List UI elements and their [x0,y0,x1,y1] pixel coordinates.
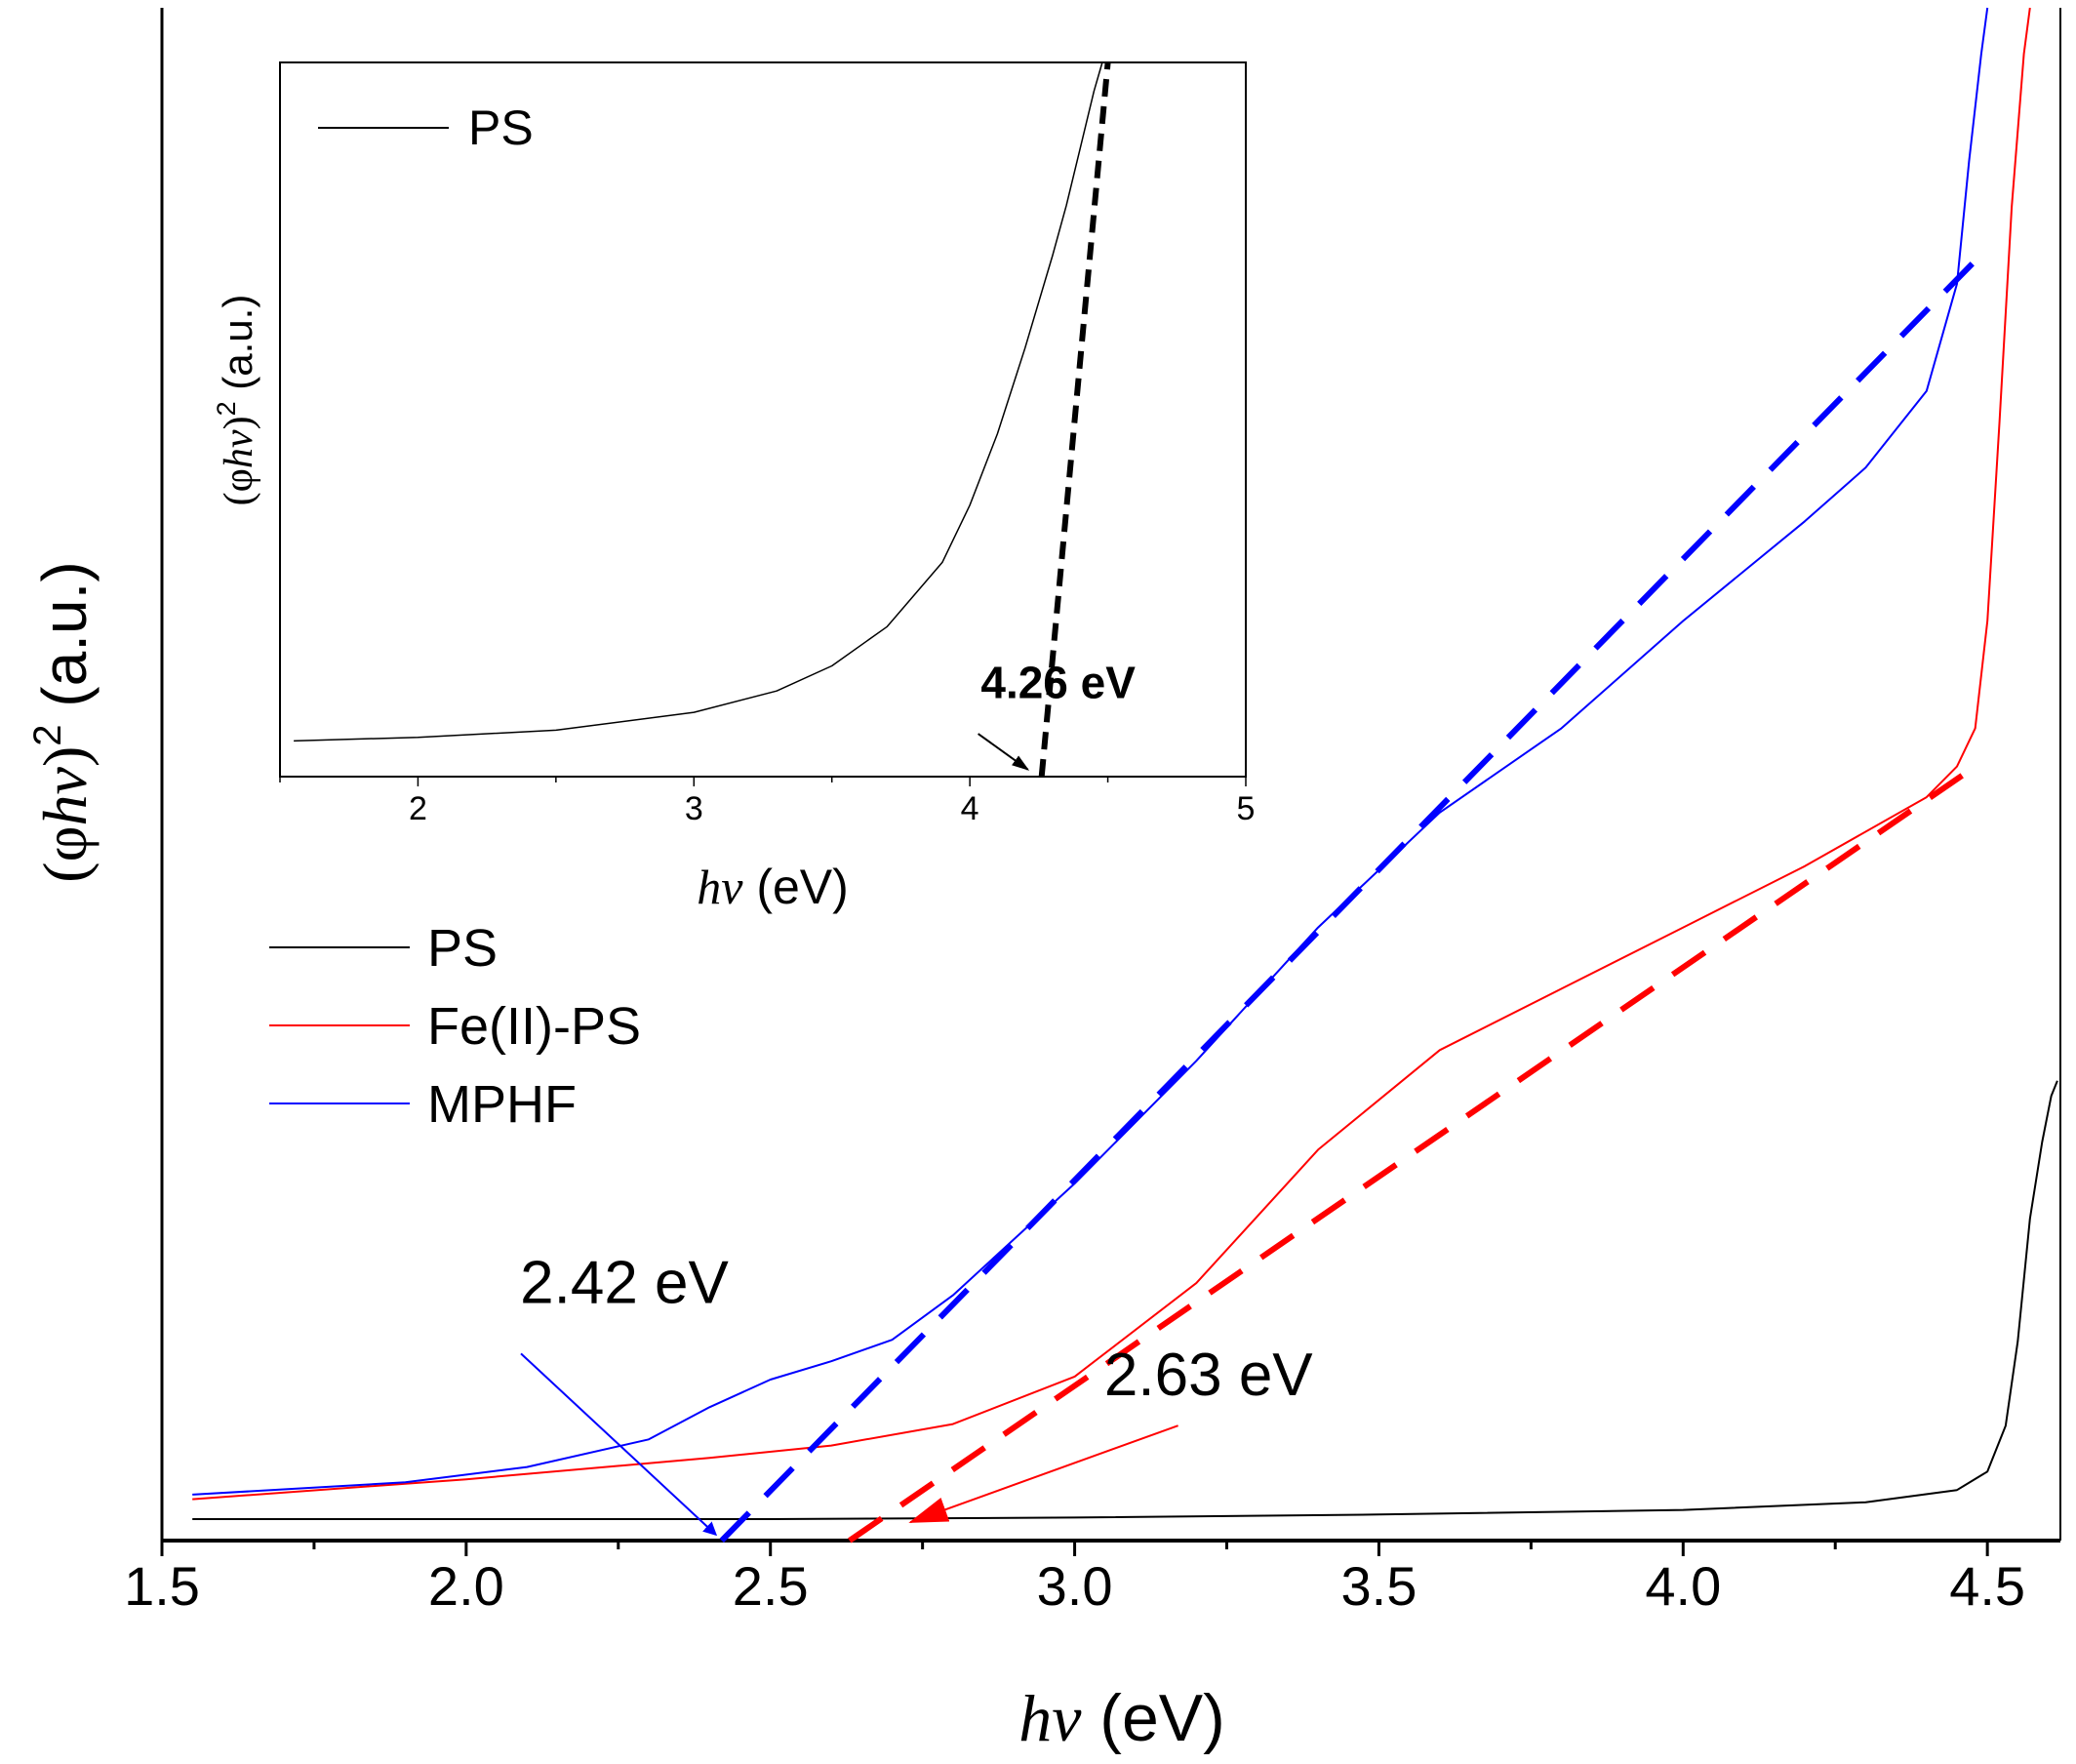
x-tick-label: 2 [409,790,427,827]
main-y-label-italic: hν [30,766,100,825]
x-tick-label: 4.0 [1645,1555,1721,1617]
main-x-label-italic: hν [1018,1681,1082,1755]
legend-label-fe-ps: Fe(II)-PS [427,997,641,1056]
annotation-label: 2.63 eV [1104,1342,1313,1409]
fit-line-000000 [1038,61,1111,778]
x-tick-label: 3.0 [1037,1555,1113,1617]
inset-y-label-sup: 2 [212,401,241,416]
annotation-arrow [978,733,1030,771]
inset-legend-label-ps: PS [468,100,534,155]
annotation-arrow [908,1424,1178,1524]
inset-x-axis-label: hν (eV) [697,860,849,914]
main-legend: PS Fe(II)-PS MPHF [269,919,641,1134]
inset-x-label-rest: (eV) [742,860,848,914]
inset-legend: PS [318,100,534,155]
inset-frame [279,61,1247,778]
inset-y-label-post: ) [217,416,261,429]
main-y-label-pre: (φ [30,825,100,882]
annotation-label: 4.26 eV [980,657,1136,707]
main-x-ticks: 1.5 2.0 2.5 3.0 3.5 4.0 4.5 [124,1541,2025,1617]
x-tick-label: 4 [961,790,979,827]
main-plot: 1.5 2.0 2.5 3.0 3.5 4.0 4.5 2.42 eV 2.63 eV hν … [26,7,2061,1755]
x-tick-label: 3.5 [1341,1555,1417,1617]
main-y-label-post: ) [30,746,100,767]
inset-x-label-italic: hν [697,860,743,914]
main-y-label-sup: 2 [26,724,69,745]
main-x-axis-label: hν (eV) [1018,1681,1225,1755]
main-series [192,7,2058,1544]
inset-y-label-rest: (a.u.) [215,295,260,402]
series-line-fe-ii-ps [192,7,2031,1501]
main-x-label-rest: (eV) [1081,1681,1224,1755]
annotation-arrow [520,1352,718,1537]
inset-annotations: 4.26 eV [978,657,1136,771]
annotation-label: 2.42 eV [520,1249,729,1316]
inset-y-label-italic: hν [217,429,261,468]
series-line-ps [294,61,1103,742]
x-tick-label: 4.5 [1949,1555,2025,1617]
x-tick-label: 3 [685,790,703,827]
fit-line-0000ff [719,259,1977,1544]
inset-series [294,61,1111,778]
main-y-label-rest: (a.u.) [29,561,100,724]
inset-y-axis-label: (φhν)2 (a.u.) [212,295,261,506]
main-y-axis-label: (φhν)2 (a.u.) [26,561,100,882]
x-tick-label: 2.5 [733,1555,809,1617]
inset-y-label-pre: (φ [217,468,261,505]
series-line-ps [192,1080,2058,1520]
x-tick-label: 5 [1237,790,1256,827]
x-tick-label: 1.5 [124,1555,200,1617]
fit-line-ff0000 [848,764,1977,1544]
x-tick-label: 2.0 [428,1555,504,1617]
inset-x-ticks: 2 3 4 5 [279,777,1256,827]
main-annotations: 2.42 eV 2.63 eV [520,1249,1313,1537]
legend-label-ps: PS [427,919,498,978]
legend-label-mphf: MPHF [427,1075,577,1134]
